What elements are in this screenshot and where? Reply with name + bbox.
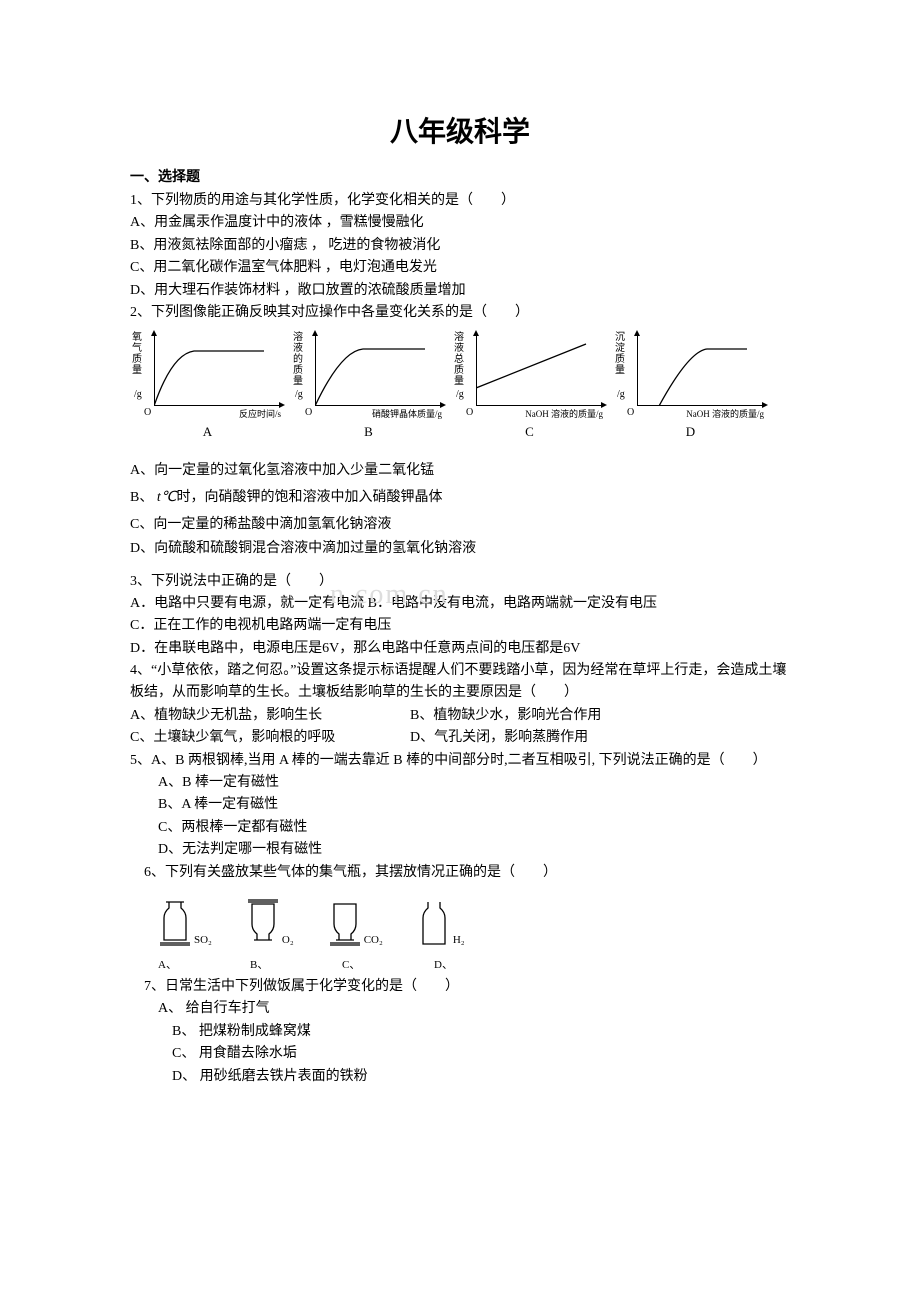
- q5-optA: A、B 棒一定有磁性: [130, 772, 790, 794]
- chart-A-curve: [154, 336, 274, 406]
- chart-B-curve: [315, 336, 435, 406]
- q2-optB-pre: B、: [130, 490, 157, 505]
- chart-origin: O: [466, 407, 473, 418]
- bottle-C: CO₂: [328, 898, 383, 946]
- chart-A-yunit: /g: [134, 389, 142, 400]
- q1-optD: D、用大理石作装饰材料 ，敞口放置的浓硫酸质量增加: [130, 280, 790, 302]
- q2-charts: 氧气质量 /g O 反应时间/s 溶液的质量 /g O 硝酸钾晶体质量/g 溶液…: [130, 330, 790, 420]
- chart-C-curve: [476, 336, 596, 406]
- q7-optD: D、 用砂纸磨去铁片表面的铁粉: [130, 1066, 790, 1088]
- q1-optA: A、用金属汞作温度计中的液体 ，雪糕慢慢融化: [130, 212, 790, 234]
- chart-D-ylabel: 沉淀质量: [615, 332, 633, 376]
- q5-stem: 5、A、B 两根钢棒,当用 A 棒的一端去靠近 B 棒的中间部分时,二者互相吸引…: [130, 750, 790, 772]
- chart-label-B: B: [291, 424, 446, 440]
- chart-C-yunit: /g: [456, 389, 464, 400]
- bottle-label-A: A、: [158, 956, 216, 972]
- q2-optB: B、 t℃时，向硝酸钾的饱和溶液中加入硝酸钾晶体: [130, 485, 790, 512]
- bottle-label-D: D、: [434, 956, 492, 972]
- gas-A: SO₂: [194, 934, 212, 946]
- chart-B-ylabel: 溶液的质量: [293, 332, 311, 387]
- chart-label-D: D: [613, 424, 768, 440]
- chart-D: 沉淀质量 /g O NaOH 溶液的质量/g: [613, 330, 768, 420]
- q2-chart-labels: A B C D: [130, 424, 790, 440]
- chart-B-yunit: /g: [295, 389, 303, 400]
- q4-stem1: 4、“小草依依，踏之何忍。”设置这条提示标语提醒人们不要践踏小草，因为经常在草坪…: [130, 660, 790, 682]
- chart-origin: O: [144, 407, 151, 418]
- q1-optC: C、用二氧化碳作温室气体肥料 ，电灯泡通电发光: [130, 257, 790, 279]
- bottle-label-C: C、: [342, 956, 400, 972]
- q2-optC: C、向一定量的稀盐酸中滴加氢氧化钠溶液: [130, 512, 790, 539]
- chart-D-curve: [637, 336, 757, 406]
- q4-optD: D、气孔关闭，影响蒸腾作用: [410, 727, 601, 749]
- q2-optD: D、向硫酸和硫酸铜混合溶液中滴加过量的氢氧化钠溶液: [130, 538, 790, 560]
- q5-optB: B、A 棒一定有磁性: [130, 794, 790, 816]
- chart-origin: O: [305, 407, 312, 418]
- q4-stem2: 板结，从而影响草的生长。土壤板结影响草的生长的主要原因是（ ）: [130, 682, 790, 704]
- chart-D-yunit: /g: [617, 389, 625, 400]
- q4-optC: C、土壤缺少氧气，影响根的呼吸: [130, 727, 410, 749]
- q1-optB: B、用液氮袪除面部的小瘤痣 ， 吃进的食物被消化: [130, 235, 790, 257]
- chart-D-xlabel: NaOH 溶液的质量/g: [686, 407, 764, 420]
- bottle-label-B: B、: [250, 956, 308, 972]
- q5-optD: D、无法判定哪一根有磁性: [130, 839, 790, 861]
- chart-label-C: C: [452, 424, 607, 440]
- q6-bottles: SO₂ O₂ CO₂ H₂: [158, 898, 790, 972]
- q7-optC: C、 用食醋去除水垢: [130, 1043, 790, 1065]
- chart-A-ylabel: 氧气质量: [132, 332, 150, 376]
- q1-stem: 1、下列物质的用途与其化学性质，化学变化相关的是（ ）: [130, 190, 790, 212]
- q7-optB: B、 把煤粉制成蜂窝煤: [130, 1021, 790, 1043]
- chart-A-xlabel: 反应时间/s: [239, 407, 281, 420]
- gas-D: H₂: [453, 934, 465, 946]
- gas-C: CO₂: [364, 934, 383, 946]
- q5-optC: C、两根棒一定都有磁性: [130, 817, 790, 839]
- q4-optA: A、植物缺少无机盐，影响生长: [130, 705, 410, 727]
- q2-stem: 2、下列图像能正确反映其对应操作中各量变化关系的是（ ）: [130, 302, 790, 324]
- section-header: 一、选择题: [130, 166, 790, 186]
- bottle-A: SO₂: [158, 898, 212, 946]
- chart-label-A: A: [130, 424, 285, 440]
- gas-B: O₂: [282, 934, 294, 946]
- q4-optB: B、植物缺少水，影响光合作用: [410, 705, 601, 727]
- q3-optD: D．在串联电路中，电源电压是6V，那么电路中任意两点间的电压都是6V: [130, 638, 790, 660]
- q3-optAB: A．电路中只要有电源，就一定有电流 B．电路中没有电流，电路两端就一定没有电压: [130, 593, 790, 615]
- chart-C-xlabel: NaOH 溶液的质量/g: [525, 407, 603, 420]
- chart-B-xlabel: 硝酸钾晶体质量/g: [372, 407, 442, 420]
- q6-stem: 6、下列有关盛放某些气体的集气瓶，其摆放情况正确的是（ ）: [130, 862, 790, 884]
- q2-optB-tC: t℃: [157, 490, 177, 505]
- q7-optA: A、 给自行车打气: [130, 998, 790, 1020]
- q3-stem: 3、下列说法中正确的是（ ）: [130, 571, 790, 593]
- q7-stem: 7、日常生活中下列做饭属于化学变化的是（ ）: [130, 976, 790, 998]
- q3-optC: C．正在工作的电视机电路两端一定有电压: [130, 615, 790, 637]
- bottle-B: O₂: [246, 898, 294, 946]
- chart-C-ylabel: 溶液总质量: [454, 332, 472, 387]
- chart-C: 溶液总质量 /g O NaOH 溶液的质量/g: [452, 330, 607, 420]
- q2-optA: A、向一定量的过氧化氢溶液中加入少量二氧化锰: [130, 458, 790, 485]
- chart-B: 溶液的质量 /g O 硝酸钾晶体质量/g: [291, 330, 446, 420]
- bottle-D: H₂: [417, 898, 465, 946]
- q2-optB-post: 时，向硝酸钾的饱和溶液中加入硝酸钾晶体: [176, 490, 442, 505]
- chart-A: 氧气质量 /g O 反应时间/s: [130, 330, 285, 420]
- chart-origin: O: [627, 407, 634, 418]
- page-title: 八年级科学: [130, 110, 790, 150]
